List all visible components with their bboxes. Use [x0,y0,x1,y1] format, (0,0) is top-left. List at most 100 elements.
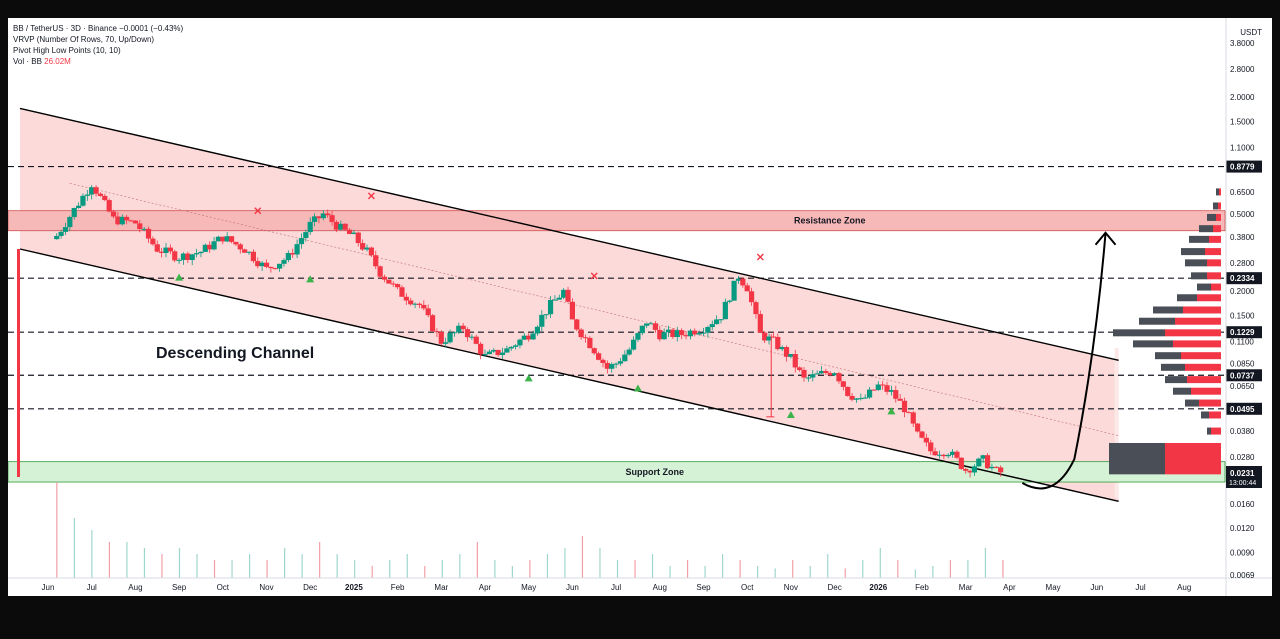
candle-body [237,244,243,250]
time-tick-label: Feb [391,583,405,592]
listing-candle [17,249,20,477]
candle-body [897,398,903,401]
candle-body [132,220,138,224]
level-tag [1226,402,1262,415]
candle-body [670,329,676,337]
indicator-pivot[interactable]: Pivot High Low Points (10, 10) [13,46,121,55]
candle-body [115,216,121,225]
candle-body [360,243,366,250]
projection-arrow[interactable] [1021,232,1107,490]
candle-body [971,466,978,473]
support-zone[interactable] [8,461,1226,483]
candle-body [687,330,693,337]
candle-body [93,187,99,194]
candle-body [80,195,86,206]
volume-profile-up [1185,259,1207,267]
candle-body [753,302,759,315]
candle-body [858,398,864,400]
candle-body [893,390,899,399]
candle-body [277,263,283,269]
indicator-volume[interactable]: Vol · BB 26.02M [13,57,71,67]
volume-bar [284,548,286,578]
candle-body [62,227,69,232]
volume-bar [319,542,321,578]
chart-frame: Resistance Zone Support Zone 0.8779 0.2334 0… [8,18,1272,596]
volume-bar [932,566,934,578]
volume-bar [248,554,251,578]
candle-body [609,364,615,369]
volume-bar [774,568,776,578]
volume-profile-down [1219,188,1221,196]
volume-profile-down [1211,283,1221,291]
candle-body [976,458,982,467]
candle-body [333,221,340,230]
candle-body [464,329,471,338]
candle-body [849,395,855,400]
volume-bar [231,560,233,578]
candle-body [600,359,606,363]
candle-body [661,332,667,340]
volume-bar [564,548,566,578]
volume-bar [581,536,584,578]
candle-body [311,216,318,222]
channel-upper-line[interactable] [19,107,1119,362]
candle-body [941,454,947,457]
candle-body [351,232,357,235]
candle-body [587,337,593,349]
candle-body [447,333,453,343]
volume-bar [529,560,531,578]
price-tick-label: 2.8000 [1230,65,1255,74]
candle-body [416,303,423,305]
candle-body [915,423,921,432]
candle-body [862,397,868,399]
price-chart[interactable]: Resistance Zone Support Zone 0.8779 0.2334 0… [8,18,1272,596]
price-tick-label: 0.2800 [1230,259,1255,268]
volume-profile-down [1175,317,1221,325]
volume-profile-down [1165,442,1221,459]
volume-bar [1002,560,1004,578]
candle-body [954,451,960,458]
axis-unit: USDT [1240,28,1262,37]
candle-body [919,431,925,438]
volume-profile-down [1211,427,1221,435]
time-tick-label: Sep [696,583,711,592]
price-tick-label: 0.0120 [1230,524,1255,533]
volume-profile-up [1191,272,1207,280]
volume-bar [792,560,794,578]
candle-body [429,315,436,332]
volume-bar [757,566,759,578]
volume-bar [424,566,426,578]
candle-body [539,314,545,327]
volume-bar [389,560,391,578]
candle-body [762,332,768,341]
indicator-vrvp[interactable]: VRVP (Number Of Rows, 70, Up/Down) [13,35,155,44]
time-tick-label: Nov [784,583,798,592]
resistance-zone[interactable] [8,210,1226,232]
volume-profile-down [1197,294,1221,302]
price-tick-label: 0.0090 [1230,548,1255,557]
candle-body [67,217,73,228]
volume-profile-down [1209,235,1221,243]
volume-bar [809,566,811,578]
candle-body [644,323,650,326]
candle-body [779,347,785,350]
candle-body [888,390,895,392]
candle-body [923,437,929,443]
volume-bar [336,554,338,578]
candle-body [154,244,160,252]
candle-body [679,330,685,336]
candle-body [783,347,790,357]
candle-body [137,223,143,229]
candle-body [836,373,842,382]
candle-body [639,325,645,334]
candle-body [486,351,492,355]
candle-body [390,283,396,285]
candle-body [665,329,672,333]
time-tick-label: Apr [479,583,492,592]
price-tick-label: 0.3800 [1230,233,1255,242]
candle-body [757,314,763,333]
candle-body [683,335,689,337]
channel-lower-line[interactable] [19,248,1119,503]
candle-body [176,259,182,261]
candle-body [613,363,619,365]
